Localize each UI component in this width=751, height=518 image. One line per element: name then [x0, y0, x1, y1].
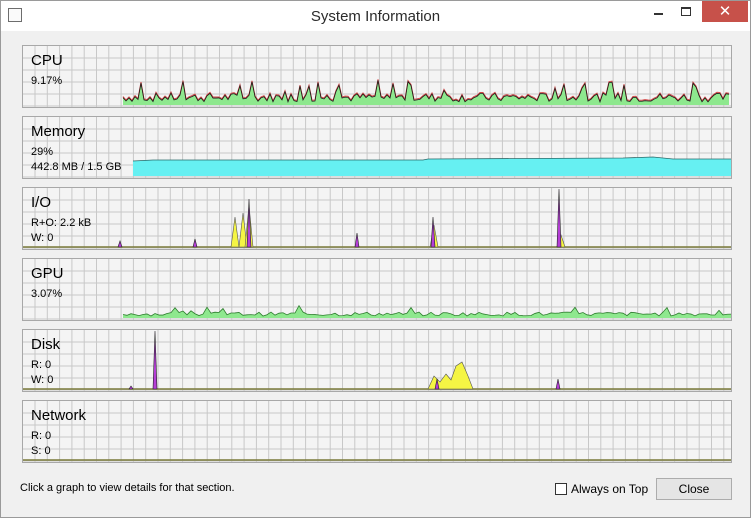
io-other-spike — [246, 198, 252, 248]
io-other-spike — [430, 216, 436, 248]
cpu-usage-value: 9.17% — [31, 75, 63, 87]
close-button[interactable]: Close — [656, 478, 732, 500]
disk-write-spike — [434, 378, 440, 390]
io-other-spike — [556, 188, 562, 248]
disk-write-value: W: 0 — [31, 374, 54, 386]
io-read-spike — [230, 216, 240, 248]
panel-title: CPU — [31, 52, 63, 69]
close-window-button[interactable]: ✕ — [702, 1, 748, 22]
io-other-spike — [192, 238, 198, 248]
minimize-button[interactable] — [645, 1, 672, 22]
disk-read-value: R: 0 — [31, 359, 52, 371]
disk-write-spike — [128, 385, 134, 390]
memory-usage-value: 442.8 MB / 1.5 GB — [31, 161, 122, 173]
title-bar[interactable]: System Information ✕ — [1, 1, 750, 31]
cpu-graph[interactable] — [23, 46, 731, 107]
panel-title: Memory — [31, 123, 86, 140]
minimize-icon — [654, 13, 663, 15]
memory-usage-area — [133, 157, 731, 176]
io-write-value: W: 0 — [31, 232, 54, 244]
panel-title: Network — [31, 407, 87, 424]
io-other-spike — [354, 232, 360, 248]
io-read-other-value: R+O: 2.2 kB — [31, 217, 92, 229]
io-other-spike — [117, 240, 123, 248]
memory-graph[interactable] — [23, 117, 731, 178]
disk-write-spike — [555, 378, 561, 390]
maximize-icon — [681, 7, 691, 16]
always-on-top-checkbox[interactable] — [555, 483, 567, 495]
cpu-graph-panel[interactable]: CPU 9.17% — [22, 45, 732, 108]
cpu-usage-line — [122, 80, 730, 104]
cpu-kernel-line — [122, 79, 730, 103]
close-icon: ✕ — [718, 2, 732, 20]
panel-title: I/O — [31, 194, 52, 211]
memory-usage-line — [132, 156, 731, 162]
gpu-usage-value: 3.07% — [31, 288, 63, 300]
gpu-graph[interactable] — [23, 259, 731, 320]
network-send-value: S: 0 — [31, 445, 51, 457]
panel-title: GPU — [31, 265, 64, 282]
panel-title: Disk — [31, 336, 61, 353]
window-icon[interactable] — [8, 8, 22, 22]
status-text: Click a graph to view details for that s… — [20, 482, 235, 494]
gpu-usage-line — [122, 304, 731, 317]
io-graph[interactable] — [23, 188, 731, 249]
maximize-button[interactable] — [673, 1, 700, 22]
disk-write-spike — [152, 330, 158, 390]
io-graph-panel[interactable]: I/O R+O: 2.2 kB W: 0 — [22, 187, 732, 250]
disk-graph-panel[interactable]: Disk R: 0 W: 0 — [22, 329, 732, 392]
network-receive-value: R: 0 — [31, 430, 52, 442]
window-title: System Information — [310, 8, 441, 25]
network-graph-panel[interactable]: Network R: 0 S: 0 — [22, 400, 732, 463]
memory-graph-panel[interactable]: Memory 29% 442.8 MB / 1.5 GB — [22, 116, 732, 179]
memory-percent-value: 29% — [31, 146, 54, 158]
always-on-top-label[interactable]: Always on Top — [571, 482, 649, 496]
network-graph[interactable] — [23, 401, 731, 462]
gpu-usage-area — [123, 305, 731, 318]
io-read-spike — [238, 212, 248, 248]
gpu-graph-panel[interactable]: GPU 3.07% — [22, 258, 732, 321]
disk-graph[interactable] — [23, 330, 731, 391]
